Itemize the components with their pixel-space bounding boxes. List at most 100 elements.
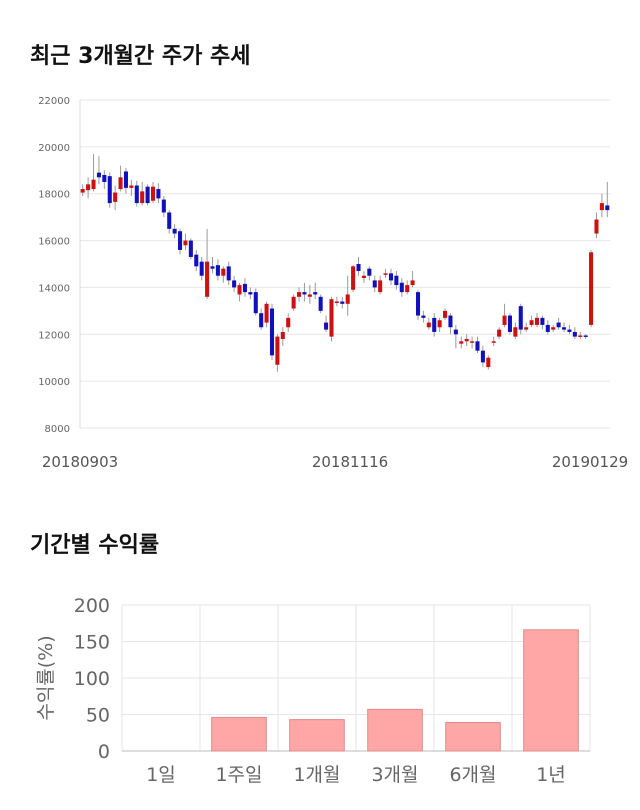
y-tick-label: 100 [74,668,110,690]
return-bar [289,719,345,752]
x-tick-label: 1개월 [293,764,340,786]
candle-body [307,294,312,297]
candle-body [237,285,242,295]
y-tick-label: 20000 [38,143,70,154]
candle-body [248,292,253,295]
candle-body [518,306,523,330]
candle-body [480,350,485,363]
candle-body [226,266,231,281]
candle-body [378,280,383,293]
price-candlestick-chart: 22000 20000 18000 16000 14000 12000 10000 8000 2… [38,96,628,471]
y-tick-label: 18000 [38,190,70,201]
candle-body [351,266,356,290]
candle-body [410,280,415,286]
candle-body [583,335,588,337]
candle-body [367,268,372,276]
candle-body [264,303,269,323]
candle-body [150,186,156,201]
y-tick-label: 14000 [38,283,70,294]
candle-body [405,285,410,293]
y-tick-label: 12000 [38,330,70,341]
candle-body [215,265,220,276]
candle-body [161,199,166,213]
candle-body [529,320,534,325]
y-tick-label: 16000 [38,237,70,248]
x-tick-label: 20181116 [312,453,388,471]
candle-body [388,273,393,281]
candle-body [242,283,247,293]
candle-body [199,261,204,276]
candle-body [437,320,442,328]
candle-body [123,171,128,188]
candle-body [313,292,318,295]
candle-body [545,324,550,332]
candle-body [232,280,237,288]
y-tick-label: 200 [74,595,110,617]
candle-body [356,264,361,272]
candle-body [572,331,577,337]
candle-body [475,341,480,351]
candle-body [324,322,329,330]
candle-body [297,292,302,297]
candle-body [383,273,388,275]
candle-body [486,357,491,368]
candle-body [113,192,118,202]
candle-body [464,338,469,342]
candle-body [394,275,399,286]
candle-body [372,280,377,288]
y-tick-label: 150 [74,632,110,654]
candle-body [594,219,599,234]
candle-body [118,177,123,190]
y-tick-label: 8000 [45,424,70,435]
candle-body [210,266,215,269]
candle-body [183,240,188,246]
y-tick-label: 50 [86,705,110,727]
candle-body [302,292,307,295]
candle-body [524,327,529,330]
candle-body [426,322,431,328]
candle-body [140,191,145,204]
candle-body [286,317,291,328]
candle-body [145,186,150,204]
candle-body [129,185,134,188]
candle-body [497,329,502,337]
return-bar [523,629,579,752]
period-returns-title: 기간별 수익률 [30,533,160,558]
candle-body [578,335,583,337]
return-bar [445,722,501,752]
candle-body [448,315,453,328]
return-bar [367,708,423,752]
candle-body [102,174,107,182]
candle-body [107,176,112,204]
x-tick-label: 6개월 [449,764,496,786]
price-trend-title: 최근 3개월간 주가 추세 [30,44,251,69]
candle-body [188,240,193,257]
candle-body [605,205,610,211]
candle-body [432,317,437,332]
candle-body [415,292,421,316]
candle-body [96,172,101,178]
candle-body [345,294,350,304]
candle-body [502,315,507,325]
candle-body [329,299,334,337]
candle-body [540,317,545,325]
x-tick-label: 1년 [536,764,566,786]
candle-body [318,296,323,311]
y-tick-label: 22000 [38,96,70,107]
y-tick-label: 10000 [38,377,70,388]
candle-body [253,292,258,314]
candle-body [91,179,96,190]
x-tick-label: 20180903 [42,453,118,471]
return-bar [211,716,267,752]
candle-body [340,301,345,304]
candle-body [280,331,285,339]
candle-body [589,252,594,325]
candle-body [507,315,512,332]
candle-body [470,341,475,343]
candle-body [221,268,226,276]
candle-body [534,317,540,325]
candle-body [86,184,91,191]
candle-body [513,327,518,337]
candle-body [334,301,339,303]
